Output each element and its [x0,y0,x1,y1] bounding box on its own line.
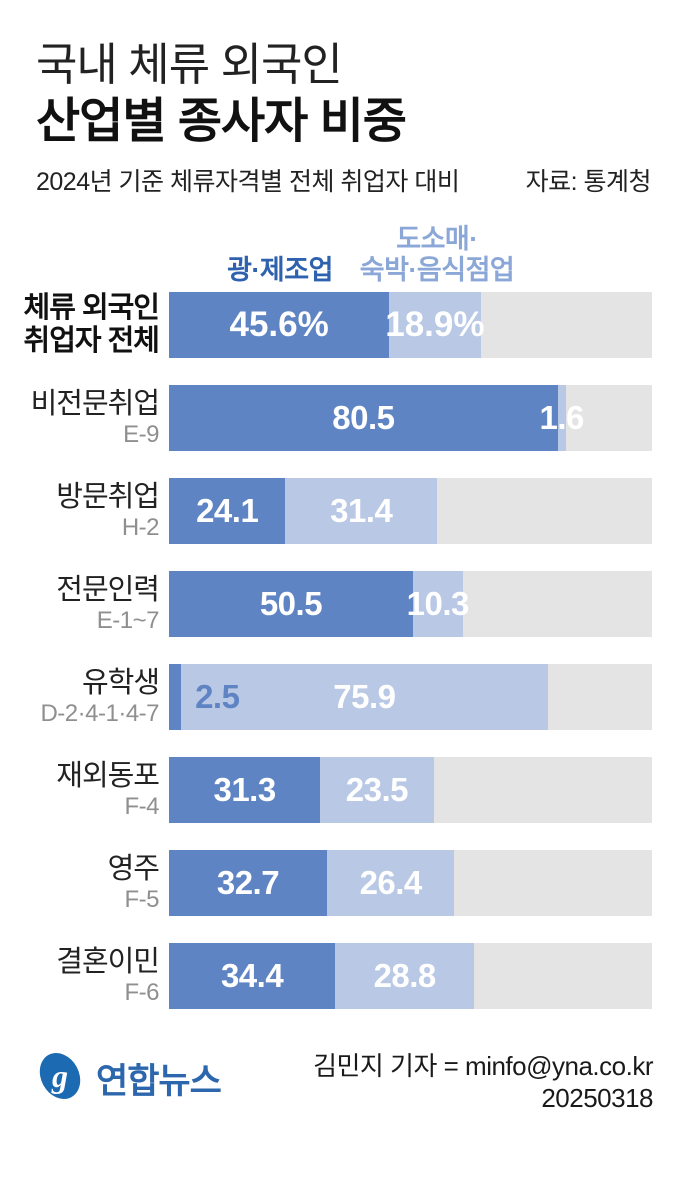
yonhap-logo-icon: g [34,1050,86,1107]
value-label-2: 28.8 [373,957,437,994]
legend-series2-line1: 도소매· [396,224,478,254]
svg-text:g: g [51,1058,68,1094]
row-label-h2: 방문취업 H-2 [0,480,169,542]
row-name: 결혼이민 [56,946,160,978]
segment-retail [412,571,463,637]
value-label-2: 10.3 [406,585,470,622]
bar-row-student: 유학생 D-2·4-1·4-7 2.5 75.9 [0,664,681,730]
value-label-1: 34.4 [220,957,284,994]
bar-row-e17: 전문인력 E-1~7 50.5 10.3 [0,571,681,637]
segment-manufacturing [169,385,558,451]
row-name: 방문취업 [56,481,160,513]
value-label-1: 32.7 [216,864,280,901]
segment-manufacturing [169,757,321,823]
row-label-total: 체류 외국인 취업자 전체 [0,292,169,358]
row-label-f5: 영주 F-5 [0,852,169,914]
row-visa-code: F-4 [124,793,160,820]
value-label-2: 31.4 [330,492,393,529]
row-label-e17: 전문인력 E-1~7 [0,573,169,635]
bar-row-total: 체류 외국인 취업자 전체 45.6% 18.9% [0,292,681,358]
bar-row-f5: 영주 F-5 32.7 26.4 [0,850,681,916]
value-label-1: 24.1 [196,492,259,529]
value-label-2: 18.9% [385,305,485,344]
legend: 광·제조업 도소매· 숙박·음식점업 [0,198,681,292]
segment-manufacturing [169,478,286,544]
bar-row-f4: 재외동포 F-4 31.3 23.5 [0,757,681,823]
page-title-line1: 국내 체류 외국인 [36,39,343,90]
row-visa-code: F-5 [124,886,160,913]
legend-series1-label: 광·제조업 [227,255,333,285]
credit-block: 김민지 기자 = minfo@yna.co.kr 20250318 [313,1050,653,1114]
row-visa-code: E-1~7 [96,607,160,634]
value-label-1: 2.5 [195,678,240,715]
brand-name: 연합뉴스 [96,1062,222,1101]
segment-retail [320,757,434,823]
legend-series2-label: 도소매· 숙박·음식점업 [360,224,515,286]
publish-date: 20250318 [541,1083,653,1113]
stacked-bar-chart: 체류 외국인 취업자 전체 45.6% 18.9% 비전문취업 E-9 80.5… [0,292,681,1009]
footer: g 연합뉴스 김민지 기자 = minfo@yna.co.kr 20250318 [0,1036,681,1114]
subtitle-row: 2024년 기준 체류자격별 전체 취업자 대비 자료: 통계청 [36,162,652,198]
bar-track: 34.4 28.8 [169,943,652,1009]
row-name: 체류 외국인 [23,292,160,324]
row-visa-code: E-9 [123,421,159,448]
bar-track: 50.5 10.3 [169,571,652,637]
bar-track: 24.1 31.4 [169,478,652,544]
bar-row-h2: 방문취업 H-2 24.1 31.4 [0,478,681,544]
segment-retail [389,292,481,358]
segment-manufacturing [169,850,327,916]
row-label-student: 유학생 D-2·4-1·4-7 [0,666,169,728]
page-title-line2: 산업별 종사자 비중 [36,95,407,148]
data-source: 자료: 통계청 [525,168,652,196]
legend-series2-line2: 숙박·음식점업 [359,255,515,285]
row-label-f4: 재외동포 F-4 [0,759,169,821]
bar-track: 32.7 26.4 [169,850,652,916]
chart-subtitle: 2024년 기준 체류자격별 전체 취업자 대비 [36,168,460,196]
value-label-1: 80.5 [332,399,395,436]
value-label-1: 50.5 [259,585,323,622]
row-name: 비전문취업 [30,388,160,420]
segment-retail [285,478,438,544]
row-visa-code: D-2·4-1·4-7 [40,700,159,727]
bar-track: 80.5 1.6 [169,385,652,451]
row-name: 영주 [107,853,160,885]
row-name-line2: 취업자 전체 [23,325,160,357]
value-label-1: 31.3 [213,771,276,808]
header: 국내 체류 외국인 산업별 종사자 비중 2024년 기준 체류자격별 전체 취… [0,0,681,198]
segment-manufacturing [169,292,390,358]
segment-retail [181,664,548,730]
bar-track: 31.3 23.5 [169,757,652,823]
segment-retail [326,850,455,916]
bar-track: 45.6% 18.9% [169,292,652,358]
row-name: 유학생 [81,667,160,699]
value-label-2: 75.9 [333,678,396,715]
value-label-2: 26.4 [359,864,423,901]
row-name: 재외동포 [56,760,160,792]
row-name: 전문인력 [56,574,160,606]
bar-track: 2.5 75.9 [169,664,652,730]
reporter-credit: 김민지 기자 = minfo@yna.co.kr [313,1051,653,1081]
row-label-f6: 결혼이민 F-6 [0,945,169,1007]
row-visa-code: F-6 [124,979,160,1006]
bar-row-f6: 결혼이민 F-6 34.4 28.8 [0,943,681,1009]
value-label-2: 1.6 [539,399,584,436]
segment-retail [335,943,475,1009]
segment-retail [557,385,566,451]
value-label-1: 45.6% [229,305,329,344]
row-label-e9: 비전문취업 E-9 [0,387,169,449]
yonhap-brand: g 연합뉴스 [34,1050,222,1107]
segment-manufacturing [169,571,413,637]
bar-row-e9: 비전문취업 E-9 80.5 1.6 [0,385,681,451]
segment-manufacturing [169,664,182,730]
value-label-2: 23.5 [345,771,409,808]
row-visa-code: H-2 [121,514,160,541]
segment-manufacturing [169,943,336,1009]
